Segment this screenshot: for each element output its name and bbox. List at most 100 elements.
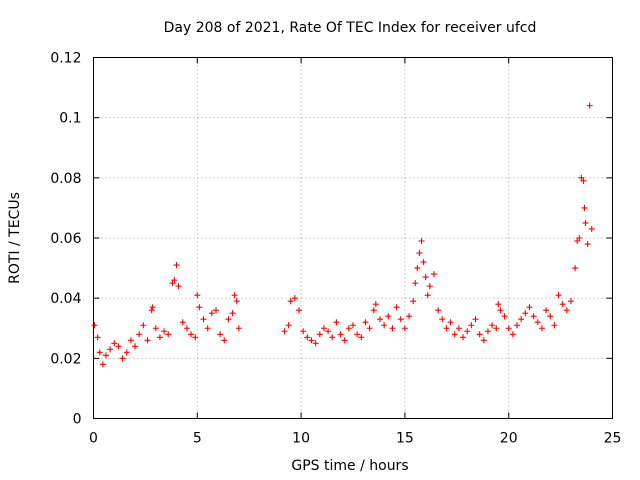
data-point: [401, 325, 408, 332]
y-axis-label: ROTI / TECUs: [7, 192, 23, 284]
data-point: [362, 319, 369, 326]
data-point: [480, 337, 487, 344]
data-point: [179, 319, 186, 326]
data-point: [443, 325, 450, 332]
data-point: [171, 277, 178, 284]
data-point: [152, 325, 159, 332]
data-point: [489, 322, 496, 329]
data-point: [534, 319, 541, 326]
data-point: [551, 322, 558, 329]
data-point: [111, 340, 118, 347]
data-point: [497, 307, 504, 314]
data-point: [148, 307, 155, 314]
data-point: [424, 292, 431, 299]
data-point: [376, 316, 383, 323]
data-point: [132, 343, 139, 350]
y-tick-label: 0.02: [50, 351, 81, 367]
data-point: [514, 322, 521, 329]
data-point: [285, 322, 292, 329]
data-point: [231, 292, 238, 299]
data-point: [94, 334, 101, 341]
data-point: [586, 102, 593, 109]
data-point: [212, 307, 219, 314]
chart-title: Day 208 of 2021, Rate Of TEC Index for r…: [164, 20, 537, 36]
data-point: [165, 331, 172, 338]
data-point: [235, 325, 242, 332]
data-point: [169, 280, 176, 287]
data-point: [208, 310, 215, 317]
data-point: [358, 334, 365, 341]
y-tick-label: 0.06: [50, 231, 81, 247]
data-point: [149, 304, 156, 311]
data-point: [107, 346, 114, 353]
data-point: [447, 319, 454, 326]
data-point: [451, 331, 458, 338]
data-point: [501, 313, 508, 320]
data-points: [91, 102, 595, 368]
y-tick-label: 0.08: [50, 171, 81, 187]
data-point: [495, 301, 502, 308]
data-point: [538, 325, 545, 332]
x-tick-label: 15: [396, 431, 414, 447]
data-point: [366, 325, 373, 332]
axis-ticks: 0 5 10 15 20 25 0 0.02 0.04 0.06 0.08 0.1 0.12: [50, 51, 621, 447]
data-point: [96, 349, 103, 356]
data-point: [426, 283, 433, 290]
data-point: [420, 259, 427, 266]
data-point: [582, 219, 589, 226]
x-tick-label: 5: [193, 431, 202, 447]
data-point: [156, 334, 163, 341]
data-point: [381, 322, 388, 329]
data-point: [204, 325, 211, 332]
data-point: [576, 235, 583, 241]
data-point: [484, 328, 491, 335]
data-point: [460, 334, 467, 341]
y-tick-label: 0.12: [50, 51, 81, 67]
data-point: [225, 316, 232, 323]
data-point: [229, 310, 236, 317]
data-point: [188, 331, 195, 338]
data-point: [574, 238, 581, 245]
data-point: [526, 304, 533, 311]
data-point: [127, 337, 134, 344]
data-point: [385, 313, 392, 320]
data-point: [161, 328, 168, 335]
data-point: [555, 292, 562, 299]
data-point: [119, 355, 126, 362]
data-point: [468, 322, 475, 329]
y-tick-label: 0.04: [50, 291, 81, 307]
data-point: [320, 325, 327, 332]
data-point: [325, 328, 332, 335]
data-point: [422, 274, 429, 281]
data-point: [578, 174, 585, 181]
x-axis-label: GPS time / hours: [291, 458, 408, 474]
data-point: [217, 331, 224, 338]
data-point: [350, 322, 356, 329]
data-point: [410, 298, 417, 305]
grid-lines: [93, 57, 613, 419]
data-point: [416, 250, 423, 257]
data-point: [144, 337, 151, 344]
data-point: [102, 352, 109, 359]
data-point: [136, 331, 143, 338]
data-point: [123, 349, 130, 356]
data-point: [581, 204, 588, 211]
data-point: [412, 280, 419, 287]
plot-frame: [93, 57, 613, 419]
data-point: [584, 241, 591, 248]
data-point: [522, 310, 529, 317]
data-point: [304, 334, 311, 341]
data-point: [183, 325, 190, 332]
data-point: [389, 325, 396, 332]
data-point: [115, 343, 122, 350]
data-point: [435, 307, 442, 314]
data-point: [530, 313, 537, 320]
data-point: [518, 316, 525, 323]
data-point: [505, 325, 512, 332]
x-tick-label: 25: [604, 431, 622, 447]
data-point: [418, 238, 425, 245]
data-point: [341, 337, 348, 344]
data-point: [354, 331, 361, 338]
y-tick-label: 0: [73, 412, 82, 428]
